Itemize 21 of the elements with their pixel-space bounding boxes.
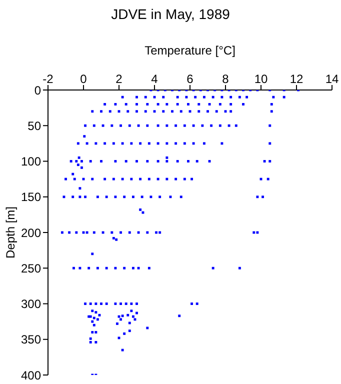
- x-tick-label: 14: [325, 72, 339, 86]
- y-tick-label: 100: [20, 154, 42, 169]
- y-tick-label: 400: [20, 368, 42, 382]
- x-tick-label: 10: [254, 72, 268, 86]
- y-tick-label: 350: [20, 332, 42, 347]
- x-tick-label: 12: [290, 72, 304, 86]
- y-axis-title: Depth [m]: [3, 206, 18, 259]
- y-tick-label: 300: [20, 297, 42, 312]
- y-tick-label: 150: [20, 190, 42, 204]
- x-tick-label: 6: [186, 72, 194, 86]
- y-tick-label: 50: [28, 118, 42, 133]
- y-tick-label: 250: [20, 261, 42, 276]
- x-tick-label: -2: [42, 72, 54, 86]
- y-tick-label: 0: [34, 83, 42, 98]
- x-tick-label: 0: [80, 72, 88, 86]
- y-tick-label: 200: [20, 226, 42, 240]
- x-tick-label: 8: [222, 72, 230, 86]
- x-axis-title: Temperature [°C]: [144, 44, 236, 58]
- x-tick-label: 2: [116, 72, 123, 86]
- chart-title: JDVE in May, 1989: [110, 6, 231, 22]
- x-tick-label: 4: [151, 72, 158, 86]
